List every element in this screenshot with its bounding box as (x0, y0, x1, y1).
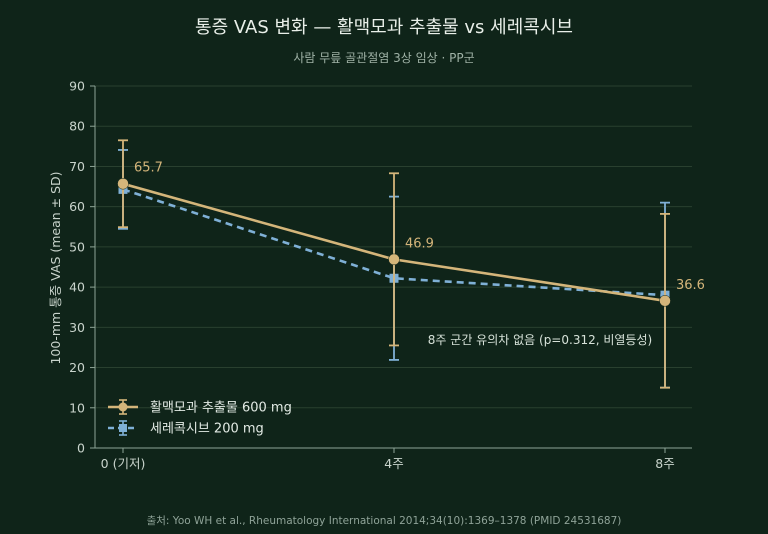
data-label: 36.6 (676, 278, 705, 293)
chart-subtitle: 사람 무릎 골관절염 3상 임상 · PP군 (293, 51, 474, 65)
y-tick-label: 70 (69, 159, 85, 174)
x-tick-label: 4주 (384, 456, 403, 471)
legend-marker (119, 424, 127, 432)
legend-item: 활맥모과 추출물 600 mg (108, 399, 292, 416)
y-axis-label: 100-mm 통증 VAS (mean ± SD) (48, 171, 63, 364)
legend-label: 세레콕시브 200 mg (150, 422, 264, 437)
data-point (659, 295, 671, 307)
data-point (388, 253, 400, 266)
series: 65.7 46.9 36.6 (117, 139, 705, 389)
source-note: 출처: Yoo WH et al., Rheumatology Internat… (147, 515, 622, 527)
y-tick-label: 40 (69, 280, 85, 295)
annotation-text: 8주 군간 유의차 없음 (p=0.312, 비열등성) (428, 333, 652, 347)
data-label: 46.9 (405, 236, 434, 251)
legend: 활맥모과 추출물 600 mg 세레콕시브 200 mg (108, 399, 292, 437)
y-tick-label: 80 (69, 119, 85, 134)
legend-item: 세레콕시브 200 mg (108, 420, 264, 437)
data-label: 65.7 (134, 161, 163, 176)
chart-title: 통증 VAS 변화 — 활맥모과 추출물 vs 세레콕시브 (195, 17, 573, 38)
x-tick-label: 8주 (655, 456, 674, 471)
y-tick-label: 60 (69, 199, 85, 214)
y-tick-label: 0 (77, 441, 85, 456)
y-tick-label: 10 (69, 400, 85, 415)
axes: 0 10 20 30 40 50 60 70 80 90 0 (기저) 4주 8주 (69, 79, 692, 471)
data-point (117, 177, 129, 190)
series-extract: 65.7 46.9 36.6 (117, 139, 705, 389)
y-tick-label: 50 (69, 239, 85, 254)
legend-label: 활맥모과 추출물 600 mg (150, 401, 292, 416)
y-tick-label: 90 (69, 79, 85, 94)
x-tick-label: 0 (기저) (101, 456, 146, 471)
y-tick-label: 20 (69, 360, 85, 375)
y-tick-label: 30 (69, 320, 85, 335)
legend-marker (118, 402, 128, 412)
